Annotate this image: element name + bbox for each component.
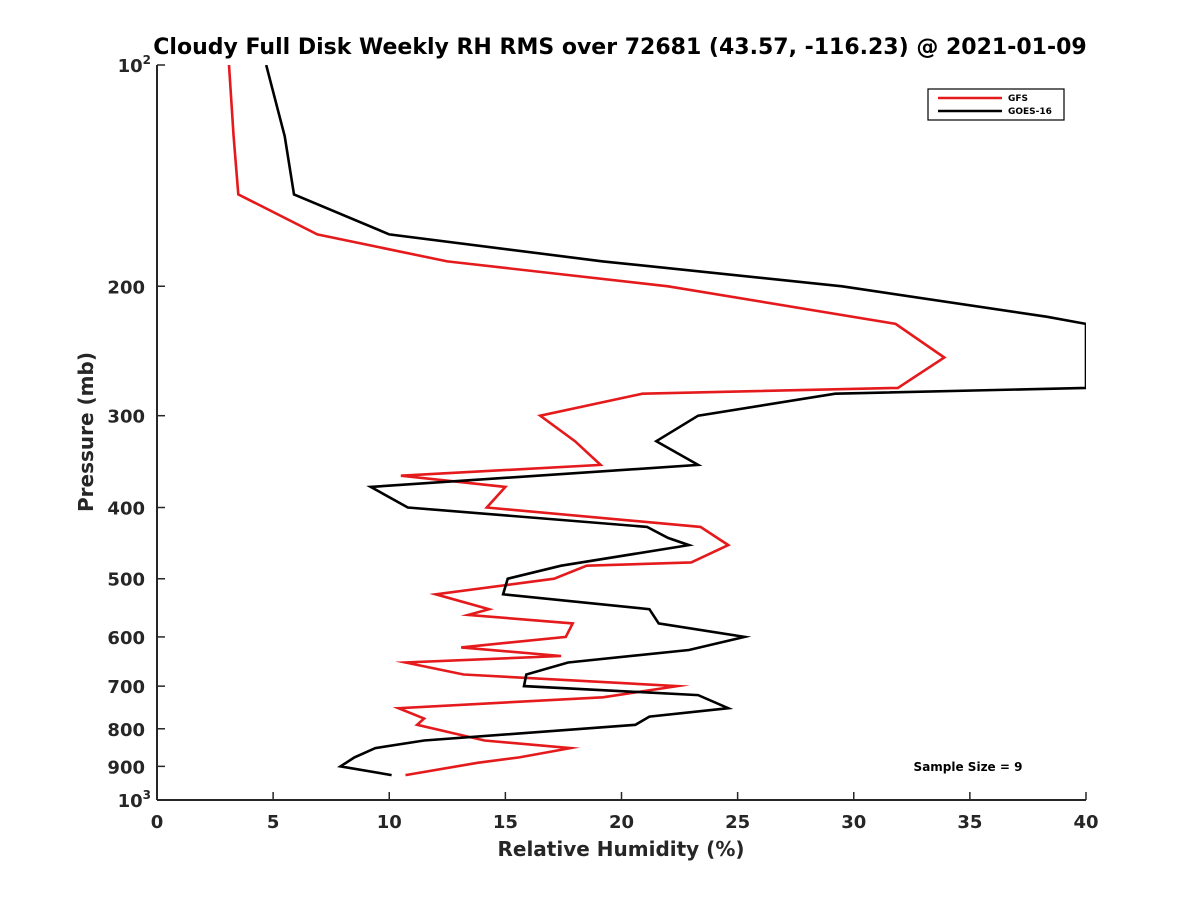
x-tick-label: 10 <box>377 812 402 833</box>
y-tick-label: 102 <box>118 53 151 77</box>
y-tick-label: 800 <box>107 720 145 741</box>
y-tick-label: 300 <box>107 407 145 428</box>
x-tick-label: 30 <box>841 812 866 833</box>
x-tick-label: 40 <box>1073 812 1098 833</box>
x-axis-label: Relative Humidity (%) <box>497 837 744 861</box>
y-tick-label: 900 <box>107 757 145 778</box>
x-tick-label: 0 <box>151 812 164 833</box>
legend-label: GFS <box>1008 94 1028 104</box>
y-ticks: 102 200 300 400 500 600 700 800 900 103 <box>107 53 165 812</box>
x-tick-label: 15 <box>493 812 518 833</box>
x-tick-label: 20 <box>609 812 634 833</box>
x-tick-label: 5 <box>267 812 280 833</box>
legend-box <box>927 88 1065 121</box>
y-tick-label: 700 <box>107 677 145 698</box>
y-tick-label: 200 <box>107 277 145 298</box>
series-line-goes-16 <box>264 65 1086 777</box>
series-layer <box>227 65 1086 777</box>
legend: GFS GOES-16 <box>927 88 1065 121</box>
sample-size-annotation: Sample Size = 9 <box>914 760 1023 774</box>
x-tick-label: 25 <box>725 812 750 833</box>
legend-label: GOES-16 <box>1008 107 1052 117</box>
y-tick-label: 600 <box>107 628 145 649</box>
series-line-gfs <box>227 65 947 777</box>
y-axis-label: Pressure (mb) <box>74 352 98 512</box>
y-tick-label: 400 <box>107 499 145 520</box>
y-tick-label: 500 <box>107 570 145 591</box>
x-tick-label: 35 <box>957 812 982 833</box>
y-tick-label: 103 <box>118 788 151 812</box>
x-ticks: 0 5 10 15 20 25 30 35 40 <box>151 792 1099 833</box>
chart-title: Cloudy Full Disk Weekly RH RMS over 7268… <box>153 35 1086 60</box>
